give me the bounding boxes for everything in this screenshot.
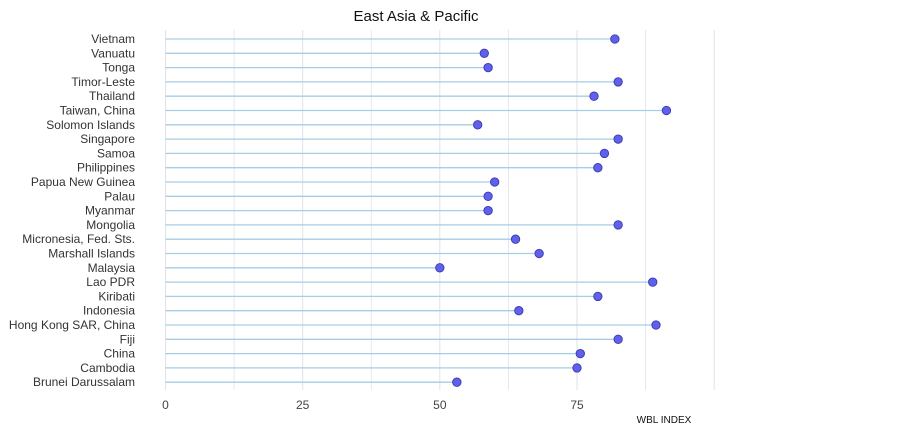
x-tick-label: 25 [296,398,310,412]
data-point [661,105,672,116]
category-label: Micronesia, Fed. Sts. [22,232,135,246]
data-point [593,163,603,173]
data-point [572,363,582,373]
category-label: Brunei Darussalam [33,375,135,389]
data-point [510,234,521,244]
category-label: Myanmar [85,204,135,218]
data-point [483,191,493,201]
data-point [435,263,445,273]
data-point [613,334,623,344]
category-label: Vietnam [91,32,135,46]
data-point [648,277,658,287]
data-point [452,377,462,387]
category-label: Vanuatu [91,46,135,60]
category-label: Papua New Guinea [31,175,135,189]
data-point [599,148,610,159]
data-point [651,320,661,330]
category-label: Malaysia [88,261,136,275]
category-label: Singapore [80,132,135,146]
category-labels: VietnamVanuatuTongaTimor-LesteThailandTa… [9,32,135,389]
category-label: Tonga [102,61,135,75]
category-label: Hong Kong SAR, China [9,318,135,332]
category-label: Fiji [120,332,135,346]
category-label: Mongolia [86,218,135,232]
category-label: Philippines [77,161,135,175]
category-label: Indonesia [83,304,135,318]
data-point [610,34,620,44]
category-label: Palau [104,189,135,203]
data-point [575,348,585,359]
data-point [613,220,623,230]
category-label: China [104,347,136,361]
category-label: Thailand [89,89,135,103]
data-point [613,77,623,87]
data-point [483,62,493,73]
lollipop-points [435,34,672,387]
category-label: Taiwan, China [60,104,136,118]
x-axis-title: WBL INDEX [637,415,692,426]
category-label: Solomon Islands [46,118,135,132]
lollipop-stems [165,38,667,383]
category-label: Marshall Islands [48,247,135,261]
category-label: Timor-Leste [71,75,135,89]
data-point [613,134,623,144]
data-point [483,205,493,216]
data-point [473,120,483,130]
x-tick-label: 50 [433,398,447,412]
data-point [490,177,500,187]
data-point [534,248,544,259]
chart-title: East Asia & Pacific [353,8,479,25]
x-tick-labels: 0 25 50 75 [162,398,584,412]
category-label: Cambodia [80,361,135,375]
category-label: Lao PDR [86,275,135,289]
data-point [589,91,599,101]
x-tick-label: 0 [162,398,169,412]
x-tick-label: 75 [570,398,584,412]
data-point [593,291,603,302]
data-point [514,306,524,316]
category-label: Samoa [97,146,135,160]
category-label: Kiribati [98,289,135,303]
data-point [479,48,489,58]
